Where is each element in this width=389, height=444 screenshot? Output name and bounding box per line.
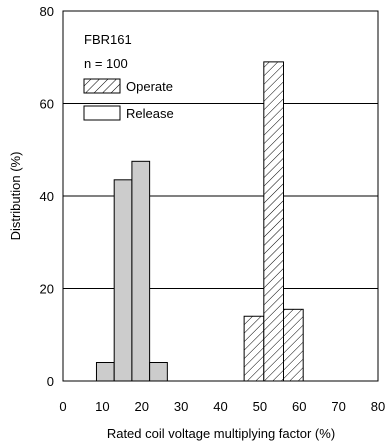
legend-label-release: Release xyxy=(126,106,174,121)
y-tick-label: 20 xyxy=(40,282,54,297)
x-ticks: 0 10 20 30 40 50 60 70 80 xyxy=(59,399,385,414)
legend-swatch-operate xyxy=(83,78,121,94)
y-tick-label: 60 xyxy=(40,97,54,112)
release-bar xyxy=(95,362,115,382)
x-tick-label: 20 xyxy=(135,399,149,414)
y-tick-label: 40 xyxy=(40,189,54,204)
operate-bar xyxy=(243,315,265,382)
x-axis-label: Rated coil voltage multiplying factor (%… xyxy=(107,426,335,441)
x-tick-label: 0 xyxy=(59,399,66,414)
legend-swatch-release xyxy=(83,105,121,121)
grid-lines xyxy=(63,103,378,289)
x-tick-label: 50 xyxy=(253,399,267,414)
release-bar xyxy=(113,179,133,382)
release-bar xyxy=(131,160,151,382)
y-axis-label: Distribution (%) xyxy=(8,152,23,241)
y-tick-label: 80 xyxy=(40,4,54,19)
operate-bar xyxy=(263,61,284,382)
x-tick-label: 60 xyxy=(292,399,306,414)
annotation-model: FBR161 xyxy=(84,32,132,47)
x-tick-label: 10 xyxy=(95,399,109,414)
bars xyxy=(95,61,304,382)
x-tick-label: 30 xyxy=(174,399,188,414)
plot-frame xyxy=(62,10,379,382)
operate-bar xyxy=(283,308,304,382)
x-tick-label: 70 xyxy=(331,399,345,414)
x-tick-label: 40 xyxy=(213,399,227,414)
release-bar xyxy=(149,362,168,382)
annotation-sample-size: n = 100 xyxy=(84,56,128,71)
y-ticks: 0 20 40 60 80 xyxy=(40,4,54,389)
y-tick-label: 0 xyxy=(47,374,54,389)
legend-label-operate: Operate xyxy=(126,79,173,94)
x-tick-label: 80 xyxy=(371,399,385,414)
